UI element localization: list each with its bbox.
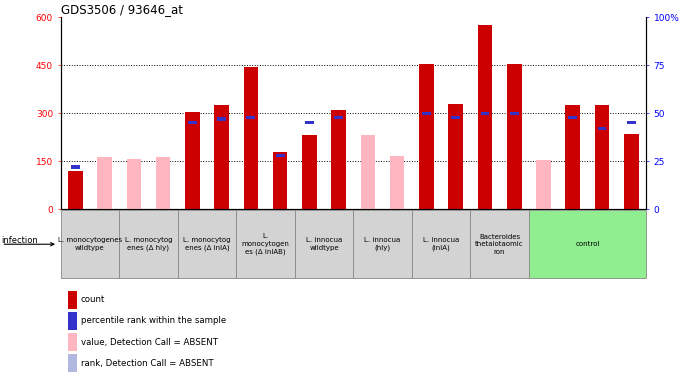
Bar bbox=[188, 121, 197, 124]
Text: percentile rank within the sample: percentile rank within the sample bbox=[81, 316, 226, 326]
Text: L. innocua
wildtype: L. innocua wildtype bbox=[306, 237, 342, 251]
Bar bbox=[244, 67, 258, 209]
Bar bbox=[331, 110, 346, 209]
Bar bbox=[217, 118, 226, 121]
Bar bbox=[236, 210, 295, 278]
Text: L. monocytogenes
wildtype: L. monocytogenes wildtype bbox=[58, 237, 122, 251]
Bar bbox=[595, 105, 609, 209]
Text: value, Detection Call = ABSENT: value, Detection Call = ABSENT bbox=[81, 338, 217, 347]
Bar bbox=[71, 166, 80, 169]
Bar bbox=[302, 135, 317, 209]
Bar bbox=[627, 121, 635, 124]
Bar bbox=[510, 112, 519, 115]
Bar bbox=[178, 210, 236, 278]
Bar bbox=[305, 121, 314, 124]
Text: Bacteroides
thetaiotaomic
ron: Bacteroides thetaiotaomic ron bbox=[475, 234, 524, 255]
Text: GDS3506 / 93646_at: GDS3506 / 93646_at bbox=[61, 3, 183, 16]
Bar bbox=[276, 154, 284, 157]
Bar bbox=[185, 112, 199, 209]
Text: L. innocua
(inlA): L. innocua (inlA) bbox=[423, 237, 459, 251]
Bar bbox=[68, 333, 77, 351]
Text: L. monocytog
enes (Δ inlA): L. monocytog enes (Δ inlA) bbox=[184, 237, 230, 251]
Bar bbox=[119, 210, 178, 278]
Bar bbox=[97, 157, 112, 209]
Bar bbox=[529, 210, 646, 278]
Bar bbox=[422, 112, 431, 115]
Bar bbox=[126, 159, 141, 209]
Text: infection: infection bbox=[1, 236, 38, 245]
Bar bbox=[353, 210, 412, 278]
Bar bbox=[480, 112, 489, 115]
Bar bbox=[361, 135, 375, 209]
Text: L. monocytog
enes (Δ hly): L. monocytog enes (Δ hly) bbox=[125, 237, 172, 251]
Bar bbox=[536, 160, 551, 209]
Bar bbox=[246, 116, 255, 119]
Bar bbox=[471, 210, 529, 278]
Bar bbox=[565, 105, 580, 209]
Bar bbox=[390, 157, 404, 209]
Bar bbox=[569, 116, 577, 119]
Bar bbox=[624, 134, 638, 209]
Bar bbox=[273, 152, 288, 209]
Text: L. innocua
(hly): L. innocua (hly) bbox=[364, 237, 401, 251]
Bar bbox=[419, 64, 434, 209]
Bar bbox=[448, 104, 463, 209]
Text: count: count bbox=[81, 295, 105, 305]
Bar bbox=[68, 291, 77, 309]
Bar bbox=[215, 105, 229, 209]
Bar bbox=[507, 64, 522, 209]
Bar bbox=[68, 312, 77, 330]
Bar bbox=[334, 116, 343, 119]
Text: rank, Detection Call = ABSENT: rank, Detection Call = ABSENT bbox=[81, 359, 213, 368]
Bar bbox=[68, 354, 77, 372]
Bar bbox=[598, 127, 607, 130]
Bar bbox=[156, 157, 170, 209]
Text: L.
monocytogen
es (Δ inlAB): L. monocytogen es (Δ inlAB) bbox=[241, 233, 289, 255]
Bar bbox=[451, 116, 460, 119]
Bar bbox=[295, 210, 353, 278]
Bar bbox=[61, 210, 119, 278]
Bar bbox=[477, 25, 492, 209]
Bar bbox=[68, 171, 83, 209]
Text: control: control bbox=[575, 241, 600, 247]
Bar bbox=[412, 210, 471, 278]
